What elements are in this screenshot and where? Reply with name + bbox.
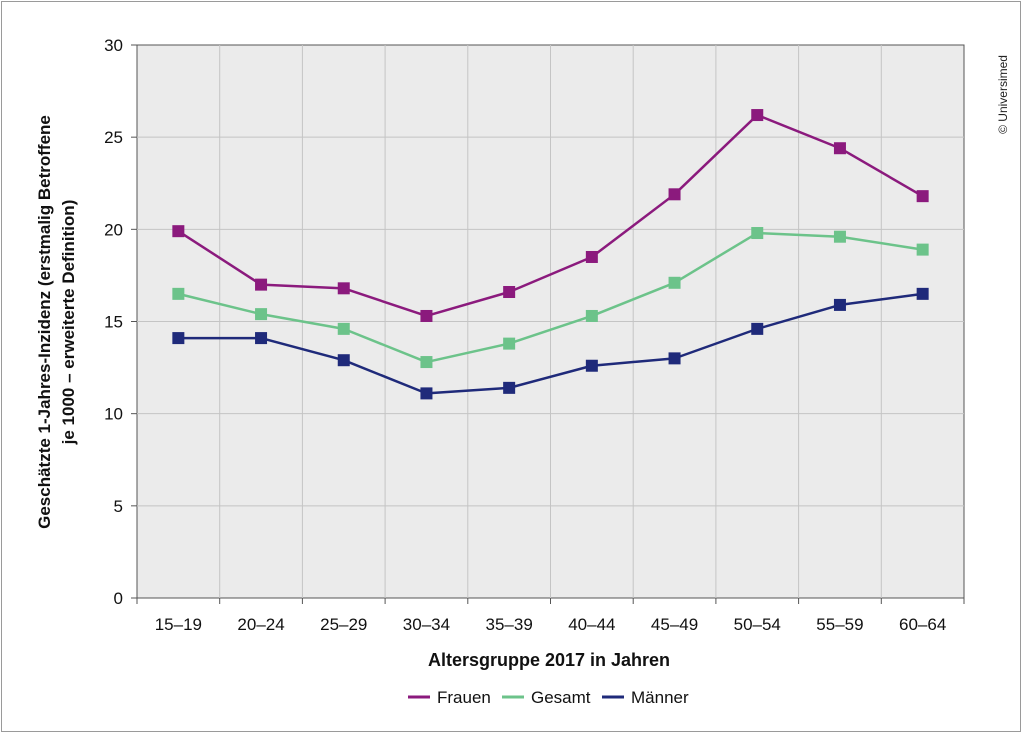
x-tick-label: 45–49 — [651, 615, 698, 634]
credit-text: © Universimed — [996, 55, 1010, 134]
data-point — [585, 309, 598, 322]
x-tick-label: 35–39 — [486, 615, 533, 634]
y-axis-label-line2: je 1000 – erweiterte Definition) — [59, 200, 78, 446]
data-point — [668, 188, 681, 201]
x-tick-label: 40–44 — [568, 615, 615, 634]
x-tick-label: 55–59 — [816, 615, 863, 634]
y-tick-label: 5 — [114, 497, 123, 516]
data-point — [503, 286, 516, 299]
x-tick-label: 15–19 — [155, 615, 202, 634]
legend-label: Gesamt — [531, 688, 591, 707]
data-point — [668, 352, 681, 365]
y-tick-label: 0 — [114, 589, 123, 608]
data-point — [751, 227, 764, 240]
data-point — [833, 230, 846, 243]
data-point — [172, 287, 185, 300]
x-tick-label: 60–64 — [899, 615, 946, 634]
data-point — [751, 322, 764, 335]
data-point — [503, 381, 516, 394]
data-point — [420, 309, 433, 322]
data-point — [751, 109, 764, 122]
series-m-nner — [172, 287, 929, 400]
y-tick-label: 10 — [104, 405, 123, 424]
data-point — [337, 282, 350, 295]
data-point — [255, 278, 268, 291]
data-point — [916, 287, 929, 300]
x-axis-label: Altersgruppe 2017 in Jahren — [428, 650, 670, 670]
series-line — [177, 113, 924, 318]
y-tick-label: 25 — [104, 128, 123, 147]
data-point — [172, 225, 185, 238]
x-tick-label: 50–54 — [734, 615, 781, 634]
y-tick-label: 15 — [104, 313, 123, 332]
data-point — [668, 276, 681, 289]
data-series — [172, 109, 929, 400]
data-point — [255, 332, 268, 345]
data-point — [420, 356, 433, 369]
data-point — [833, 298, 846, 311]
data-point — [916, 190, 929, 203]
y-tick-labels: 0 5 10 15 20 25 30 — [104, 36, 137, 608]
x-tick-label: 30–34 — [403, 615, 450, 634]
y-tick-label: 30 — [104, 36, 123, 55]
series-frauen — [172, 109, 929, 322]
legend-label: Männer — [631, 688, 689, 707]
data-point — [503, 337, 516, 350]
x-tick-label: 20–24 — [237, 615, 284, 634]
data-point — [833, 142, 846, 155]
data-point — [420, 387, 433, 400]
data-point — [585, 359, 598, 372]
grid-lines — [137, 45, 964, 598]
series-gesamt — [172, 227, 929, 369]
legend: Frauen Gesamt Männer — [408, 688, 689, 707]
x-tick-labels: 15–19 20–24 25–29 30–34 35–39 40–44 45–49 50–54… — [136, 598, 965, 634]
data-point — [337, 354, 350, 367]
series-line — [178, 231, 923, 364]
data-point — [255, 308, 268, 321]
y-tick-label: 20 — [104, 220, 123, 239]
data-point — [172, 332, 185, 345]
y-axis-label-line1: Geschätzte 1-Jahres-Inzidenz (erstmalig … — [35, 115, 54, 529]
data-point — [916, 243, 929, 256]
series-line — [178, 292, 923, 395]
data-point — [585, 250, 598, 263]
legend-label: Frauen — [437, 688, 491, 707]
data-point — [337, 322, 350, 335]
x-tick-label: 25–29 — [320, 615, 367, 634]
